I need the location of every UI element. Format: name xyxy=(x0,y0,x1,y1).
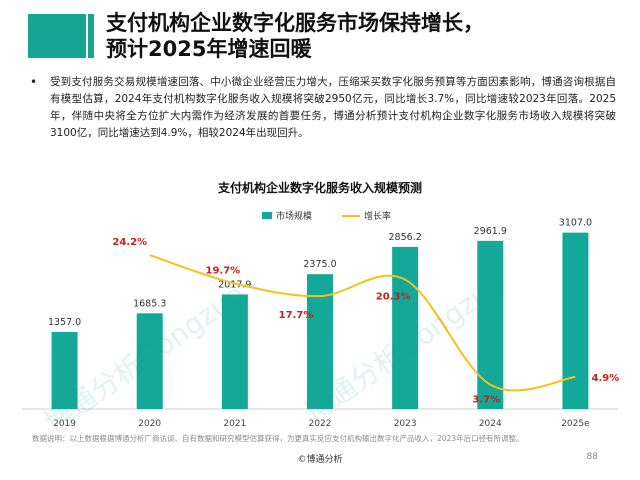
chart-title: 支付机构企业数字化服务收入规模预测 xyxy=(217,180,422,195)
bar-value-label: 2017.9 xyxy=(218,279,251,290)
x-tick-label: 2024 xyxy=(479,419,502,429)
x-tick-label: 2021 xyxy=(223,419,246,429)
x-tick-label: 2020 xyxy=(138,419,161,429)
x-tick-label: 2025e xyxy=(561,419,590,429)
bar-2020 xyxy=(136,313,163,409)
summary-text: 受到支付服务交易规模增速回落、中小微企业经营压力增大，压缩采买数字化服务预算等方… xyxy=(50,76,616,139)
bar-2024 xyxy=(477,240,504,409)
bar-value-label: 2856.2 xyxy=(389,232,422,243)
data-note: 数据说明：以上数据根据博通分析厂商访谈、自有数据和研究模型估算获得，为更真实反应… xyxy=(32,434,524,443)
title-accent-block xyxy=(28,14,86,58)
footer-copyright: ©博通分析 xyxy=(297,455,343,465)
x-tick-label: 2022 xyxy=(309,419,332,429)
title-bar: 支付机构企业数字化服务市场保持增长， 预计2025年增速回暖 xyxy=(0,6,640,66)
bar-value-label: 1685.3 xyxy=(133,298,166,309)
bar-value-label: 1357.0 xyxy=(48,317,81,328)
page-number: 88 xyxy=(586,452,598,462)
page-title-line1: 支付机构企业数字化服务市场保持增长， xyxy=(106,11,484,35)
rate-label: 24.2% xyxy=(112,237,147,248)
rate-label: 20.3% xyxy=(376,292,411,303)
bar-value-label: 3107.0 xyxy=(559,218,592,229)
bar-value-label: 2961.9 xyxy=(474,226,507,237)
rate-label: 3.7% xyxy=(472,395,500,406)
rate-label: 4.9% xyxy=(592,373,620,384)
rate-label: 17.7% xyxy=(279,310,314,321)
bullet-dot-icon: • xyxy=(30,75,38,89)
x-tick-label: 2023 xyxy=(394,419,417,429)
rate-label: 19.7% xyxy=(206,265,241,276)
bar-2019 xyxy=(51,331,78,409)
bar-2023 xyxy=(392,246,419,409)
bar-2025e xyxy=(562,232,589,409)
bar-value-label: 2375.0 xyxy=(303,259,336,270)
x-tick-label: 2019 xyxy=(53,419,76,429)
bar-2021 xyxy=(221,294,248,409)
legend-swatch-bar xyxy=(262,212,272,219)
page-title: 支付机构企业数字化服务市场保持增长， 预计2025年增速回暖 xyxy=(106,10,626,62)
title-accent-stripe xyxy=(88,14,94,58)
legend-label-line: 增长率 xyxy=(364,210,391,222)
growth-rate-line xyxy=(149,254,576,392)
legend-label-bar: 市场规模 xyxy=(276,210,312,222)
page-title-line2: 预计2025年增速回暖 xyxy=(106,37,312,61)
